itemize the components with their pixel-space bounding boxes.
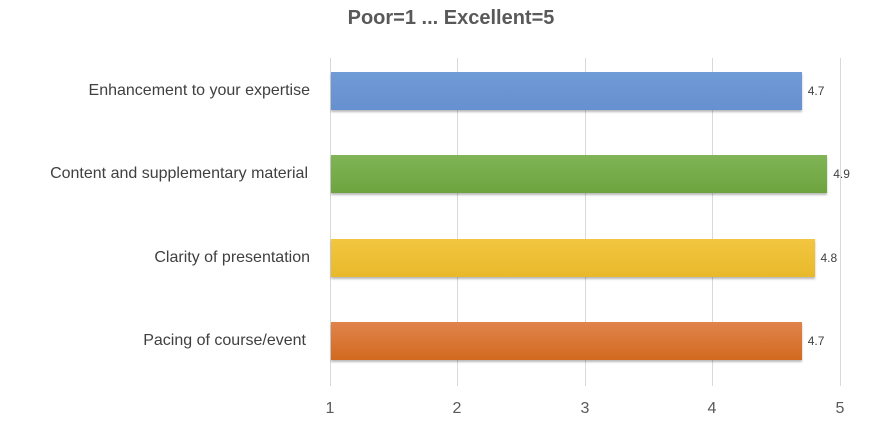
gridline-3 [585,58,586,386]
bar-pacing [331,322,802,360]
x-tick-label: 1 [325,400,335,417]
bar-clarity [331,239,815,277]
value-label: 4.9 [833,167,850,181]
value-label: 4.8 [820,251,838,265]
chart-title: Poor=1 ... Excellent=5 [347,7,555,29]
category-label: Pacing of course/event [143,332,306,349]
x-tick-label: 4 [707,400,717,417]
bar-enhancement [331,72,802,110]
x-tick-label: 5 [835,400,845,417]
category-label: Clarity of presentation [154,249,310,266]
gridline-5 [840,58,841,386]
category-label: Content and supplementary material [50,165,308,182]
category-label: Enhancement to your expertise [88,82,310,99]
value-label: 4.7 [807,334,825,348]
gridline-2 [457,58,458,386]
x-tick-label: 2 [452,400,462,417]
gridline-1 [330,58,331,386]
bar-content [331,155,828,193]
value-label: 4.7 [807,84,825,98]
gridline-4 [712,58,713,386]
x-tick-label: 3 [580,400,590,417]
